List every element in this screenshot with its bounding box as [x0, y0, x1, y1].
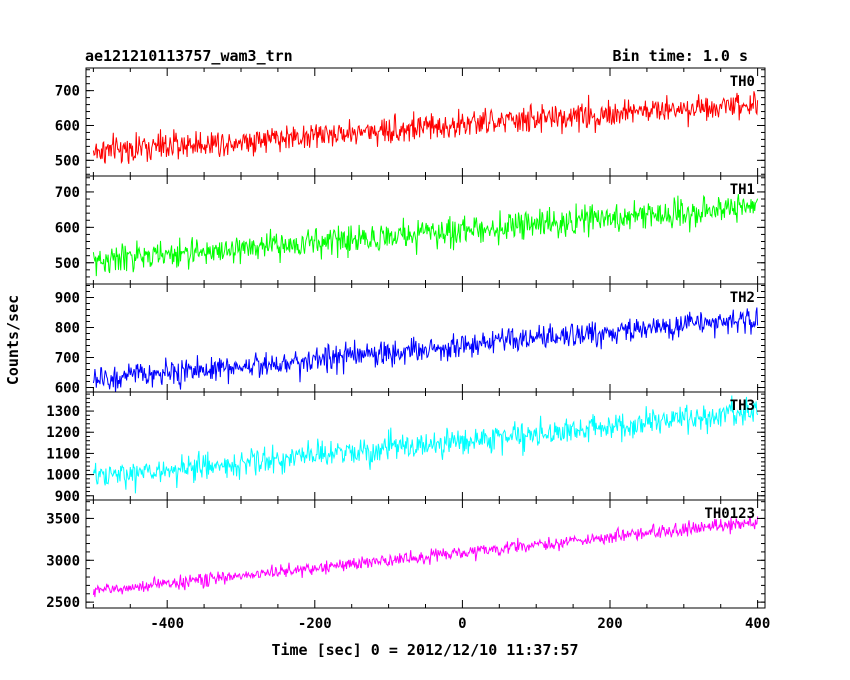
series-line-th0	[92, 91, 759, 165]
y-tick-label-th0: 700	[55, 84, 80, 100]
x-tick-label: 200	[597, 616, 622, 632]
y-tick-label-th0: 600	[55, 118, 80, 134]
x-tick-label: 400	[745, 616, 770, 632]
panel-label-th0123: TH0123	[704, 506, 755, 522]
y-tick-label-th2: 800	[55, 321, 80, 337]
x-tick-label: 0	[458, 616, 466, 632]
panel-frame-th2	[85, 283, 766, 393]
y-tick-label-th2: 600	[55, 381, 80, 397]
series-line-th0123	[92, 515, 759, 598]
panel-label-th0: TH0	[730, 74, 755, 90]
y-tick-label-th0123: 3500	[46, 511, 80, 527]
y-tick-label-th2: 700	[55, 351, 80, 367]
x-axis-label: Time [sec] 0 = 2012/12/10 11:37:57	[271, 641, 578, 659]
panel-label-th2: TH2	[730, 290, 755, 306]
y-tick-label-th3: 1200	[46, 425, 80, 441]
y-tick-label-th1: 700	[55, 185, 80, 201]
y-tick-label-th1: 500	[55, 256, 80, 272]
panel-frame-th0123	[85, 499, 766, 609]
x-tick-label: -200	[298, 616, 332, 632]
panel-label-th1: TH1	[730, 182, 755, 198]
panel-label-th3: TH3	[730, 398, 755, 414]
y-tick-label-th3: 1100	[46, 446, 80, 462]
x-tick-label: -400	[150, 616, 184, 632]
y-tick-label-th3: 900	[55, 489, 80, 505]
y-tick-label-th3: 1000	[46, 468, 80, 484]
y-tick-label-th0: 500	[55, 153, 80, 169]
y-tick-label-th3: 1300	[46, 404, 80, 420]
bin-time-label: Bin time: 1.0 s	[613, 47, 748, 65]
y-tick-label-th0123: 2500	[46, 595, 80, 611]
y-tick-label-th1: 600	[55, 220, 80, 236]
series-line-th3	[92, 395, 759, 494]
y-tick-label-th2: 900	[55, 291, 80, 307]
chart-title: ae121210113757_wam3_trn	[85, 47, 293, 65]
panels-group: 500 600 700 TH0 500 600 700 TH1 600 700 800 900 TH2 9…	[46, 67, 770, 632]
series-line-th2	[92, 307, 759, 392]
series-line-th1	[92, 194, 759, 277]
y-tick-label-th0123: 3000	[46, 553, 80, 569]
y-axis-label: Counts/sec	[4, 295, 22, 385]
